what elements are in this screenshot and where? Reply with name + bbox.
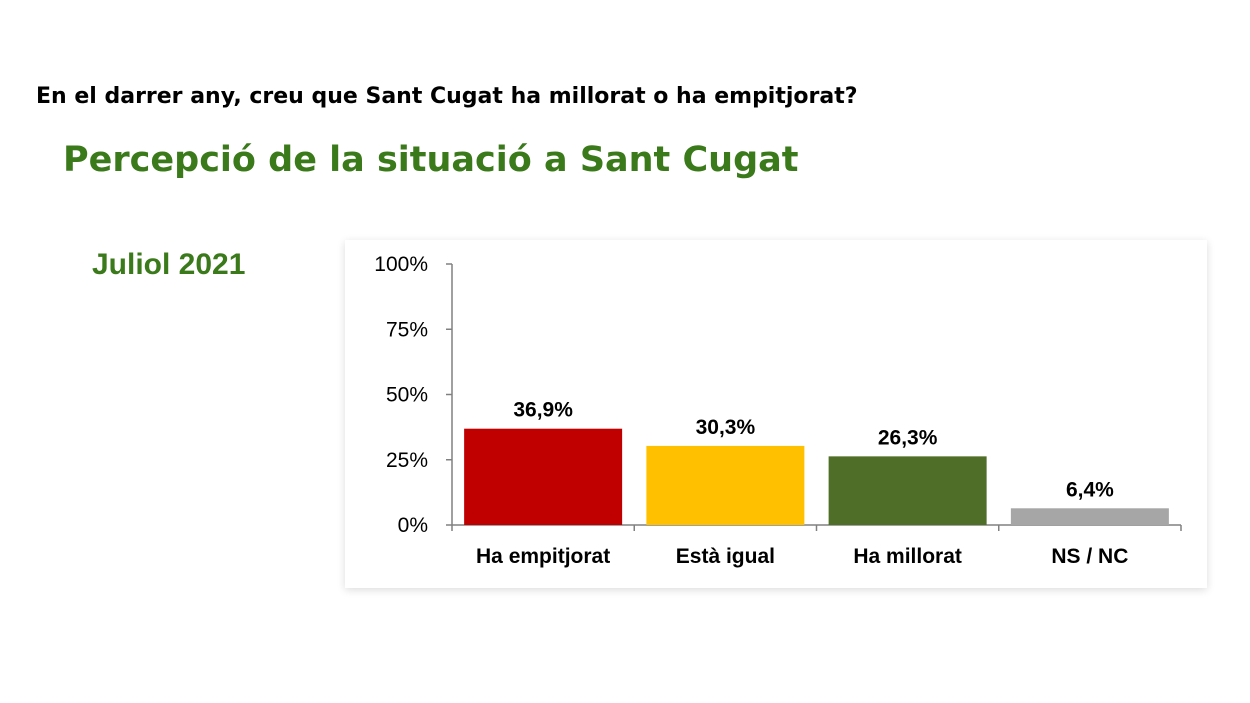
x-category-label: Ha millorat [853,545,962,568]
y-tick-label: 50% [386,384,428,407]
y-tick-label: 25% [386,449,428,472]
data-label: 36,9% [513,399,573,422]
data-label: 6,4% [1066,478,1114,501]
bar-chart: 0% 25% 50% 75% 100% 36,9% Ha empitjorat 30,3% E… [374,253,1182,568]
y-tick-label: 75% [386,318,428,341]
chart-bars [464,428,1169,525]
chart-axes: 0% 25% 50% 75% 100% [374,253,1182,537]
chart-labels: 36,9% Ha empitjorat 30,3% Està igual 26,3% Ha… [476,399,1128,568]
bar [1010,508,1169,525]
x-category-label: Ha empitjorat [476,545,610,568]
data-label: 30,3% [696,416,756,439]
bar [646,445,805,525]
x-category-label: NS / NC [1051,545,1128,568]
chart-panel: 0% 25% 50% 75% 100% 36,9% Ha empitjorat 30,3% E… [345,240,1207,588]
data-label: 26,3% [878,426,938,449]
survey-question: En el darrer any, creu que Sant Cugat ha… [36,84,858,109]
y-tick-label: 100% [374,253,428,276]
bar [828,456,987,525]
bar [464,428,623,525]
period-label: Juliol 2021 [92,248,246,281]
y-tick-label: 0% [398,514,428,537]
x-category-label: Està igual [676,545,775,568]
page-title: Percepció de la situació a Sant Cugat [63,140,799,180]
